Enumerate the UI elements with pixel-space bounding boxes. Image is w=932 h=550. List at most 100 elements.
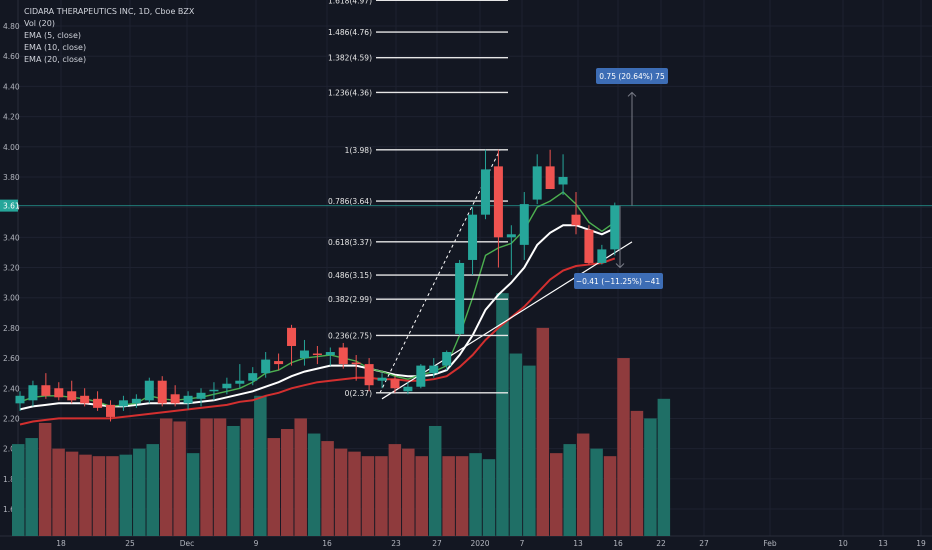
time-tick-label: 23 — [391, 539, 401, 548]
candle-body — [532, 166, 542, 200]
candle-body — [157, 380, 167, 404]
volume-bar — [469, 453, 482, 536]
volume-bar — [657, 398, 671, 536]
candle-body — [144, 380, 154, 401]
candle-body — [183, 395, 193, 404]
candle-body — [131, 398, 141, 404]
volume-bar — [590, 448, 603, 536]
candle-body — [377, 377, 387, 381]
chart-legend: CIDARA THERAPEUTICS INC, 1D, Cboe BZX Vo… — [24, 6, 194, 66]
candle-body — [416, 365, 426, 387]
fib-level-label: 1.382(4.59) — [328, 54, 372, 63]
measure-down-arrowhead — [615, 263, 625, 269]
volume-bar — [361, 456, 375, 536]
volume-bar — [321, 441, 334, 536]
price-tick-label: 3.80 — [3, 173, 20, 182]
price-tick-label: 4.80 — [3, 22, 20, 31]
volume-bar — [388, 444, 402, 536]
volume-bar — [281, 429, 294, 536]
candle-body — [571, 214, 581, 226]
time-tick-label: 7 — [520, 539, 525, 548]
volume-bar — [428, 425, 442, 536]
fib-level-label: 0.786(3.64) — [328, 197, 372, 206]
candle-body — [41, 385, 51, 396]
fib-level-label: 1.236(4.36) — [328, 88, 372, 97]
volume-bar — [294, 418, 307, 536]
time-tick-label: 2020 — [470, 539, 489, 548]
volume-bar — [576, 433, 590, 536]
candle-body — [338, 347, 348, 365]
price-tick-label: 2.80 — [3, 324, 20, 333]
candle-body — [506, 234, 516, 238]
volume-bar — [254, 395, 267, 536]
price-tick-label: 4.60 — [3, 52, 20, 61]
time-tick-label: Feb — [763, 539, 777, 548]
legend-ema5[interactable]: EMA (5, close) — [24, 31, 81, 40]
candle-body — [67, 391, 77, 401]
volume-bar — [240, 418, 254, 536]
candle-body — [442, 352, 452, 366]
candle-body — [209, 389, 219, 392]
candle-body — [610, 205, 620, 250]
volume-bar — [200, 418, 213, 536]
volume-bar — [455, 456, 469, 536]
candle-body — [312, 353, 322, 356]
candle-body — [28, 385, 38, 401]
candle-body — [325, 352, 335, 356]
volume-bar — [25, 438, 38, 536]
time-tick-label: 9 — [254, 539, 259, 548]
volume-bar — [12, 444, 25, 536]
volume-bar — [227, 425, 240, 536]
candle-body — [106, 404, 116, 417]
volume-bar — [267, 438, 281, 536]
measure-up-label: 0.75 (20.64%) 75 — [599, 72, 665, 81]
price-tick-label: 1.60 — [3, 505, 20, 514]
candle-body — [351, 362, 361, 365]
legend-volume[interactable]: Vol (20) — [24, 19, 55, 28]
volume-bar — [38, 422, 52, 536]
volume-bar — [173, 421, 186, 536]
candle-body — [493, 166, 503, 238]
candle-body — [196, 392, 206, 399]
time-tick-label: 19 — [916, 539, 926, 548]
volume-bar — [402, 448, 415, 536]
volume-bar — [523, 365, 536, 536]
volume-bar — [617, 358, 630, 536]
legend-ema20[interactable]: EMA (20, close) — [24, 55, 87, 64]
volume-bar — [348, 451, 361, 536]
candle-body — [584, 229, 594, 263]
candle-body — [235, 380, 245, 384]
time-tick-label: 10 — [838, 539, 848, 548]
volume-bar — [509, 353, 523, 536]
fib-level-label: 1.486(4.76) — [328, 28, 372, 37]
legend-ema10[interactable]: EMA (10, close) — [24, 43, 87, 52]
volume-bar — [482, 459, 496, 536]
price-axis-bg — [0, 0, 18, 550]
candle-body — [480, 169, 490, 215]
volume-bar — [133, 448, 146, 536]
time-tick-label: 13 — [878, 539, 888, 548]
time-tick-label: 27 — [432, 539, 442, 548]
candle-body — [390, 379, 400, 389]
time-tick-label: 16 — [322, 539, 332, 548]
candle-body — [429, 365, 439, 374]
fib-level-label: 0.236(2.75) — [328, 331, 372, 340]
current-price-tag — [0, 199, 18, 212]
candle-body — [54, 388, 64, 398]
measure-up-box — [596, 68, 668, 84]
price-tick-label: 3.00 — [3, 294, 20, 303]
fib-level-label: 1.618(4.97) — [328, 0, 372, 5]
price-tick-label: 4.20 — [3, 113, 20, 122]
volume-bar — [213, 418, 227, 536]
candle-body — [261, 359, 271, 374]
measure-up-arrowhead — [627, 91, 637, 97]
volume-bar — [563, 444, 576, 536]
price-tick-label: 1.80 — [3, 475, 20, 484]
measure-down-label: −0.41 (−11.25%) −41 — [576, 277, 661, 286]
candle-body — [545, 166, 555, 190]
candle-body — [597, 249, 607, 263]
ema20-line — [19, 257, 616, 426]
candle-body — [519, 204, 529, 245]
